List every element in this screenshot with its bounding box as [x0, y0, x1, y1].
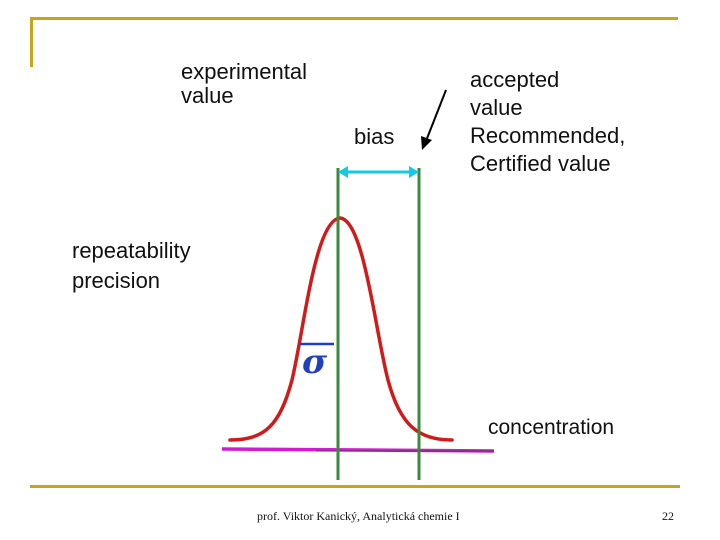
- page-number: 22: [662, 509, 674, 523]
- top-accent-line: [30, 17, 678, 20]
- bias-arrowhead-left: [338, 166, 348, 178]
- accepted-value-label: accepted value Recommended, Certified va…: [470, 67, 626, 176]
- left-accent-line: [30, 17, 33, 67]
- bias-arrowhead-right: [409, 166, 419, 178]
- pointer-arrowhead: [421, 136, 432, 150]
- concentration-label: concentration: [488, 416, 615, 439]
- arrow-icon: [425, 89, 447, 142]
- repeatability-precision-label: repeatability precision: [72, 238, 191, 293]
- experimental-value-label: experimental value: [181, 59, 307, 108]
- bottom-accent-line: [30, 485, 680, 488]
- gaussian-curve: [228, 216, 454, 442]
- sigma-symbol: σ: [302, 342, 328, 382]
- footer-author: prof. Viktor Kanický, Analytická chemie …: [257, 509, 460, 523]
- bias-label: bias: [354, 124, 395, 149]
